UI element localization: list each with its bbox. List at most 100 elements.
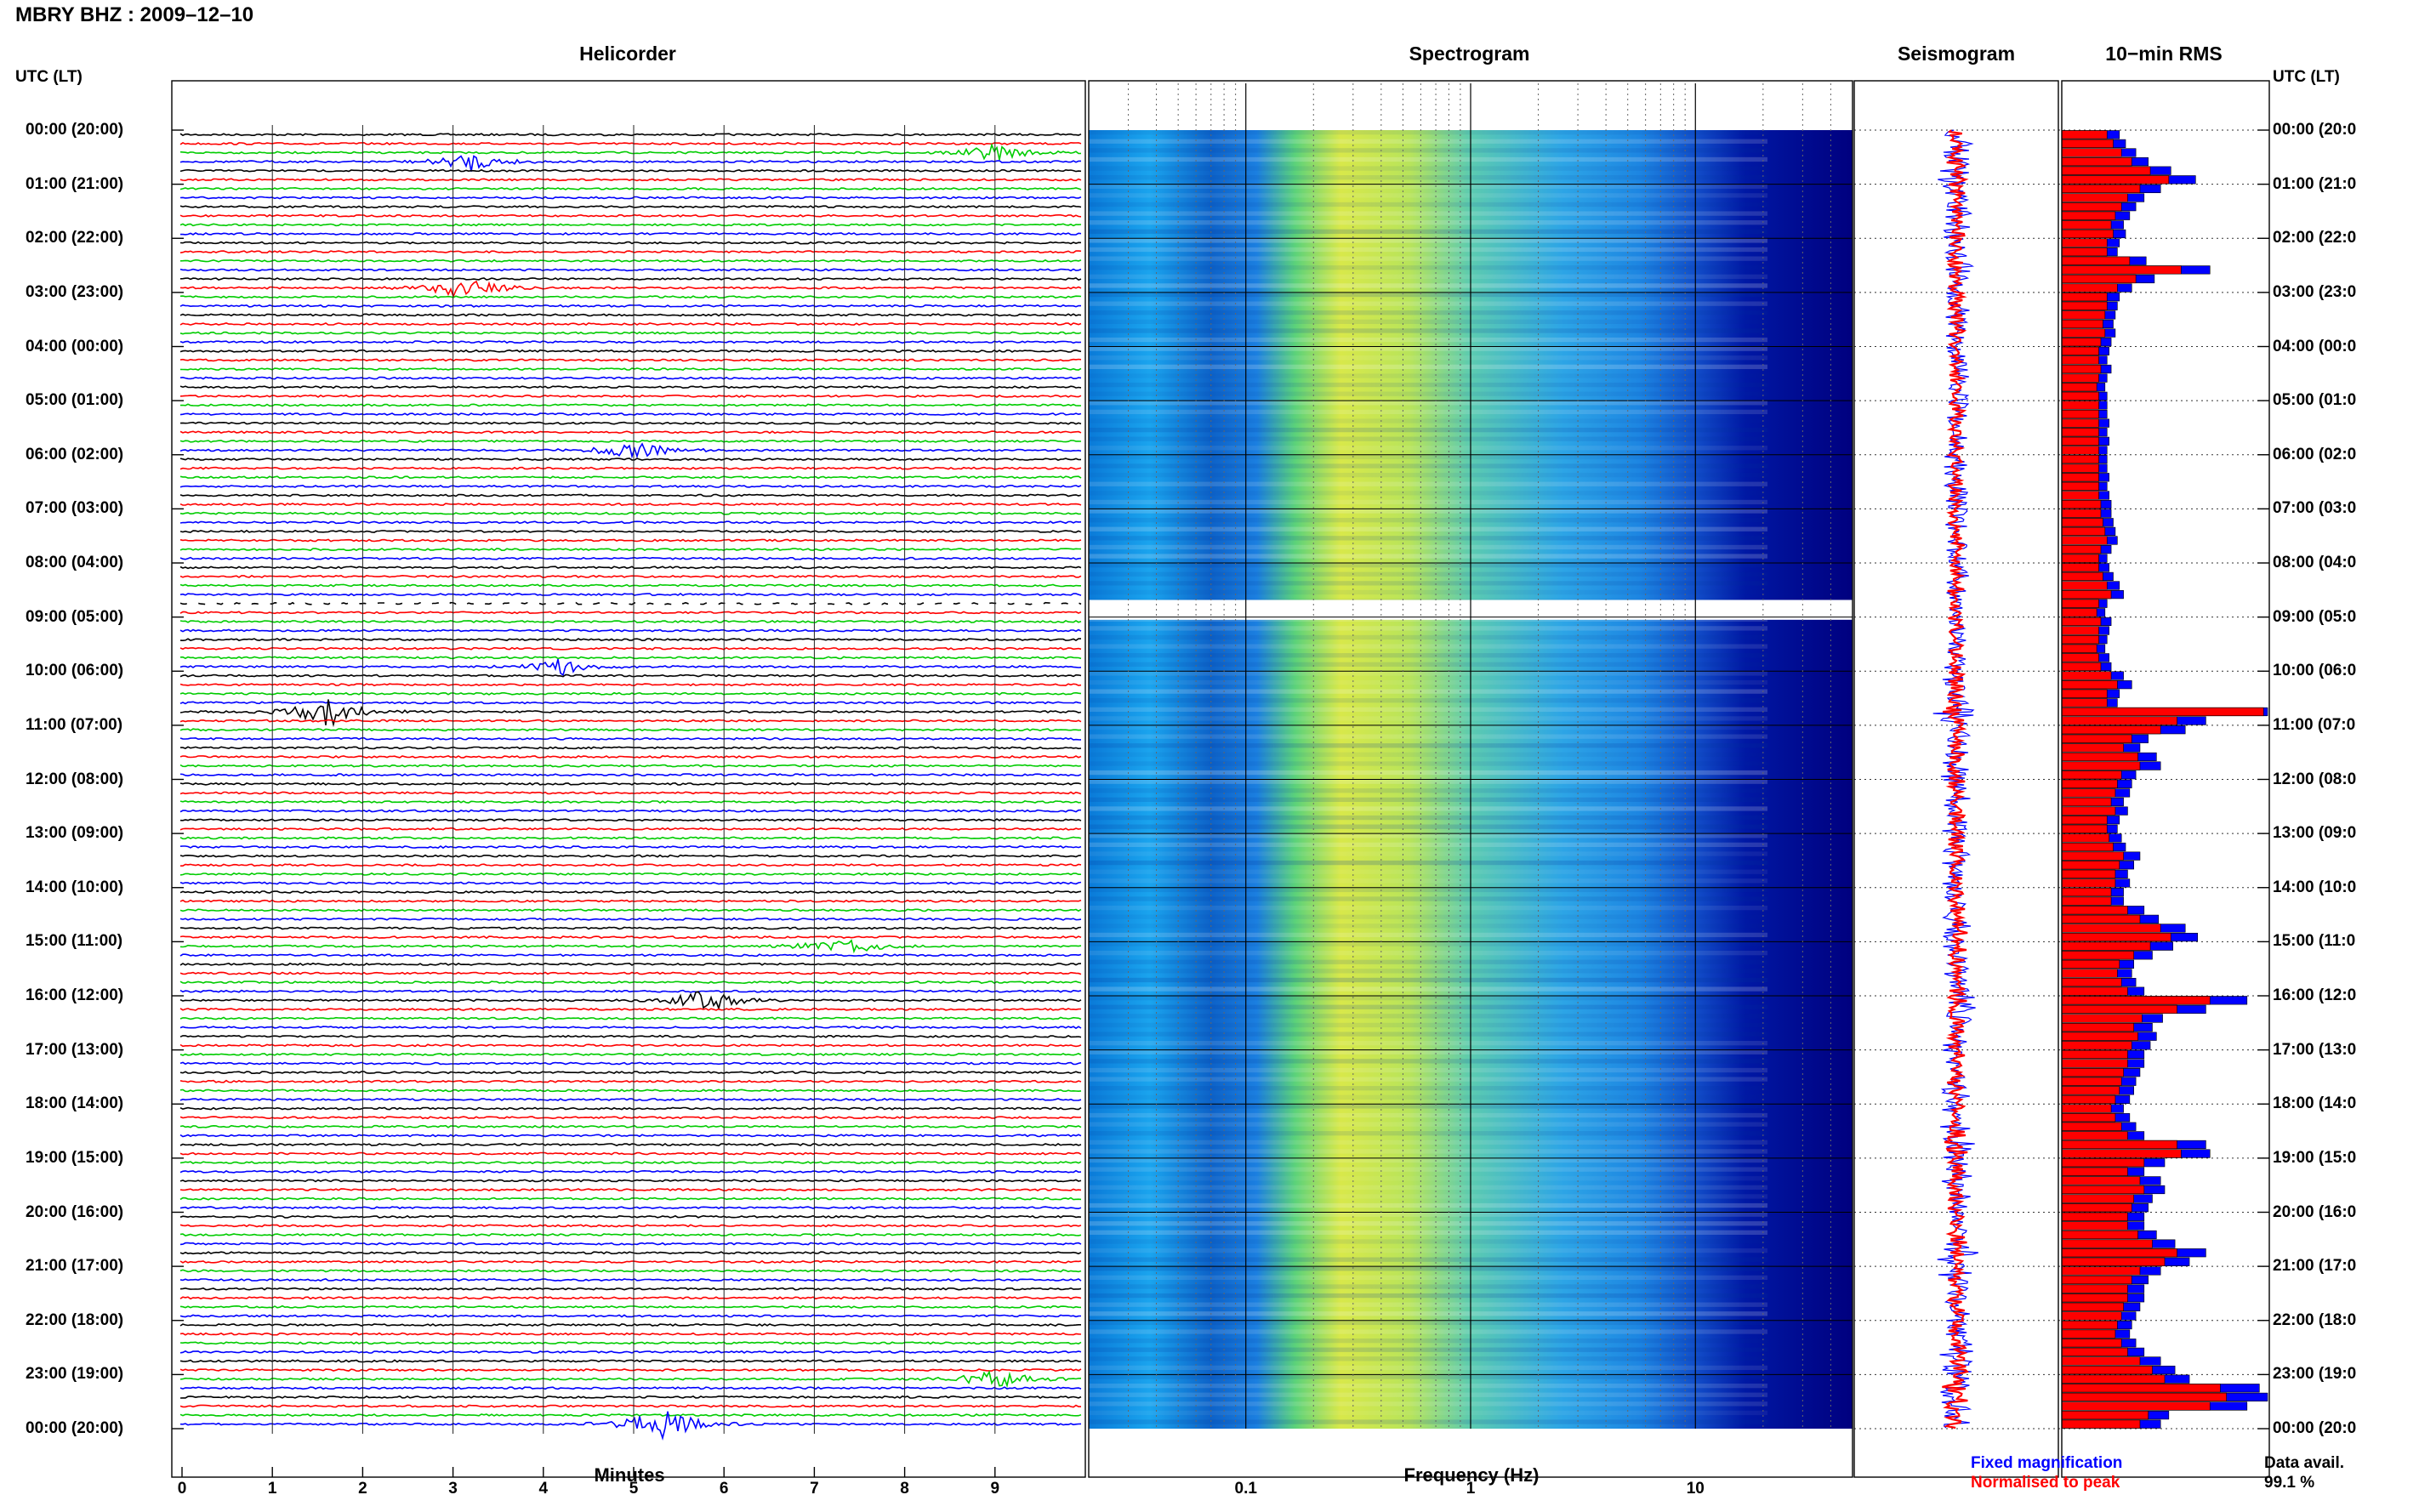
spectrogram-streak <box>1089 743 1767 748</box>
helicorder-trace <box>179 1341 1082 1345</box>
rms-bar-normalised <box>2061 1068 2124 1077</box>
rms-bar-normalised <box>2061 707 2264 717</box>
spectrogram-streak <box>1089 446 1767 451</box>
rms-bar-normalised <box>2061 1032 2138 1041</box>
spectrogram-streak <box>1089 1293 1767 1299</box>
helicorder-trace <box>179 1368 1082 1373</box>
rms-bar-normalised <box>2061 1248 2177 1258</box>
rms-bar-normalised <box>2061 1113 2116 1123</box>
helicorder-trace <box>179 538 1082 543</box>
helicorder-trace <box>179 971 1082 975</box>
hour-label: 13:00 (09:00) <box>26 824 124 843</box>
rms-bar-normalised <box>2061 1176 2141 1185</box>
spectrogram-streak <box>1089 1122 1767 1127</box>
spectrogram-streak <box>1089 220 1767 225</box>
spectrogram-streak <box>1089 175 1767 180</box>
spectrogram-streak <box>1089 689 1767 694</box>
hour-label: 07:00 (03:00) <box>26 499 124 518</box>
timezone-label-left: UTC (LT) <box>15 68 83 86</box>
helicorder-trace <box>179 205 1082 209</box>
helicorder-trace <box>179 511 1082 515</box>
rms-bar-normalised <box>2061 969 2118 978</box>
helicorder-trace <box>179 1089 1082 1093</box>
spectrogram-streak <box>1089 229 1767 234</box>
spectrogram-streak <box>1089 166 1767 171</box>
rms-bar-normalised <box>2061 220 2112 230</box>
helicorder-trace <box>179 1179 1082 1183</box>
helicorder-trace <box>179 1169 1082 1174</box>
helicorder-trace <box>179 196 1082 200</box>
rms-bar-normalised <box>2061 509 2102 518</box>
helicorder-trace <box>179 321 1082 327</box>
spectrogram-streak <box>1089 382 1767 388</box>
helicorder-trace <box>179 394 1082 398</box>
spectrogram-streak <box>1089 950 1767 956</box>
rms-bar-normalised <box>2061 761 2141 770</box>
helicorder-trace <box>179 1026 1082 1030</box>
helicorder-trace <box>179 213 1082 218</box>
helicorder-trace <box>179 458 1082 462</box>
rms-bar-normalised <box>2061 1167 2128 1176</box>
hour-label: 08:00 (04:00) <box>26 554 124 571</box>
hour-label: 14:00 (10:00) <box>26 878 124 896</box>
helicorder-trace <box>179 800 1082 804</box>
spectrogram-streak <box>1089 247 1767 253</box>
minute-tick-label: 7 <box>810 1480 819 1498</box>
helicorder-trace <box>179 133 1082 137</box>
spectrogram-streak <box>1089 1176 1767 1181</box>
helicorder-trace <box>179 268 1082 272</box>
helicorder-trace <box>179 1161 1082 1165</box>
helicorder-trace <box>179 1305 1082 1309</box>
spectrogram-streak <box>1089 1410 1767 1416</box>
hour-label: 20:00 (16:00) <box>26 1202 124 1221</box>
minute-tick-label: 3 <box>448 1480 458 1498</box>
rms-bar-normalised <box>2061 806 2116 816</box>
rms-bar-normalised <box>2061 770 2122 780</box>
helicorder-trace <box>179 646 1082 651</box>
hour-label-right: 02:00 (22:0 <box>2273 229 2357 247</box>
hour-label: 06:00 (02:00) <box>26 445 124 463</box>
spectrogram-streak <box>1089 1157 1767 1163</box>
spectrogram-streak <box>1089 887 1767 893</box>
spectrogram-streak <box>1089 806 1767 811</box>
rms-bar-normalised <box>2061 544 2102 554</box>
rms-bar-normalised <box>2061 581 2108 590</box>
spectrogram-streak <box>1089 1032 1767 1037</box>
rms-bar-normalised <box>2061 590 2112 600</box>
rms-bar-normalised <box>2061 139 2114 149</box>
rms-bar-normalised <box>2061 293 2108 302</box>
spectrogram-streak <box>1089 1014 1767 1019</box>
rms-bar-normalised <box>2061 463 2099 473</box>
spectrogram-streak <box>1089 391 1767 396</box>
rms-bar-normalised <box>2061 1311 2122 1321</box>
spectrogram-streak <box>1089 536 1767 541</box>
spectrogram-frame <box>1088 80 1853 1478</box>
rms-bar-normalised <box>2061 1185 2145 1195</box>
rms-bar-normalised <box>2061 454 2099 464</box>
minute-tick-label: 1 <box>267 1480 277 1498</box>
hour-label-right: 17:00 (13:0 <box>2273 1040 2357 1059</box>
spectrogram-streak <box>1089 1041 1767 1046</box>
spectrogram-streak <box>1089 184 1767 189</box>
helicorder-trace <box>179 583 1081 588</box>
spectrogram-streak <box>1089 905 1767 911</box>
helicorder-trace <box>179 1097 1082 1101</box>
spectrogram-streak <box>1089 256 1767 261</box>
spectrogram-streak <box>1089 265 1767 270</box>
data-avail-label: Data avail. <box>2264 1454 2344 1472</box>
hour-label: 12:00 (08:00) <box>26 770 124 788</box>
rms-bar-normalised <box>2061 409 2099 419</box>
rms-bar-normalised <box>2061 328 2106 338</box>
spectrogram-streak <box>1089 544 1767 550</box>
helicorder-trace <box>179 719 1082 723</box>
rms-bar-normalised <box>2061 1347 2128 1356</box>
rms-bar-normalised <box>2061 716 2177 725</box>
rms-bar-normalised <box>2061 1374 2166 1384</box>
helicorder-trace <box>179 1034 1082 1038</box>
spectrogram-streak <box>1089 436 1767 441</box>
hour-label-right: 22:00 (18:0 <box>2273 1310 2357 1329</box>
rms-bar-normalised <box>2061 1266 2141 1276</box>
helicorder-trace <box>179 376 1082 380</box>
helicorder-trace <box>179 1296 1082 1300</box>
rms-bar-normalised <box>2061 283 2118 293</box>
